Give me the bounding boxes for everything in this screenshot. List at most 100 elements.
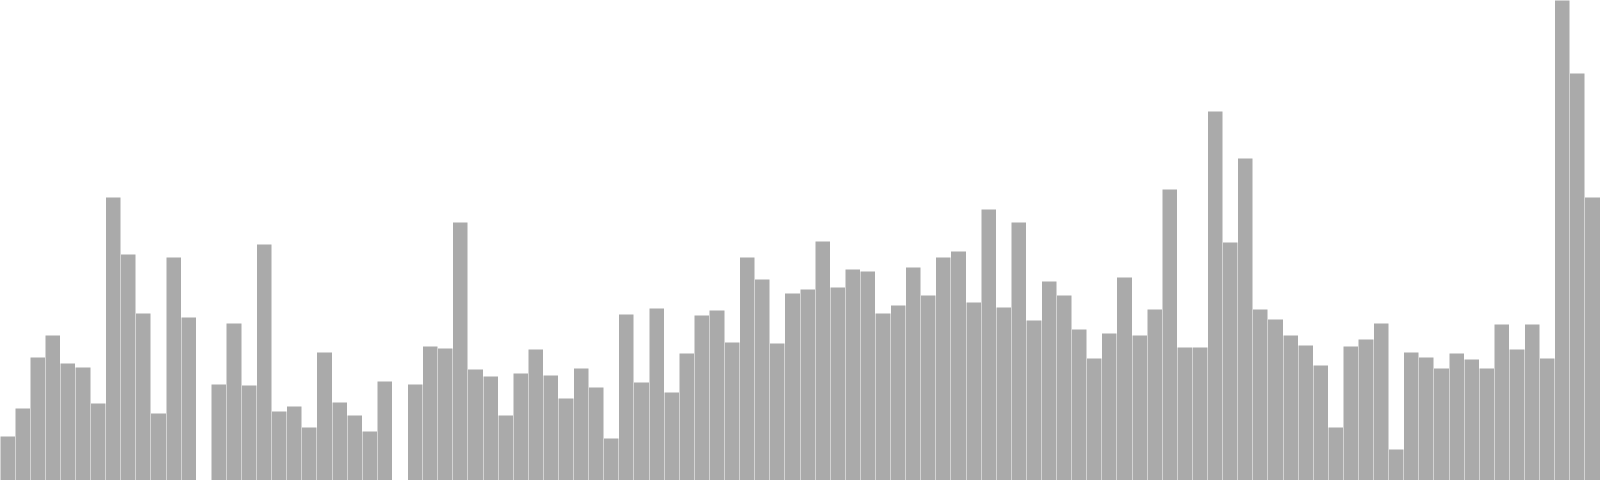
bar [1584,196,1600,480]
bar [1509,348,1525,480]
bar [1373,322,1389,480]
bar [14,407,31,480]
bar [29,356,46,480]
bar [1479,367,1495,480]
bar [331,401,348,480]
bar [497,414,514,480]
bar [648,307,665,480]
bar [814,240,831,480]
bar [633,381,650,480]
bar [1494,323,1510,480]
bar [1177,346,1193,480]
bar [724,341,740,480]
bar [965,301,982,480]
bar [1539,357,1555,480]
bar [799,288,816,480]
bar [1237,157,1254,480]
bar [1463,358,1480,480]
bar [558,397,574,480]
bar [1086,357,1103,480]
bar [150,412,167,480]
bar [739,256,755,480]
bar [286,405,303,480]
bar [1569,72,1586,480]
bar [1056,294,1072,480]
bar [105,196,122,480]
bar [1071,328,1088,480]
bar [875,312,891,480]
bar [845,268,861,480]
bar [482,375,499,480]
bar [1524,323,1540,480]
bar [467,368,484,480]
bar [950,250,967,480]
bar [1026,319,1042,480]
bar [211,383,227,480]
bar [995,306,1012,480]
bar [1207,110,1223,480]
bar [135,312,152,480]
bar [452,221,469,480]
bar [920,294,937,480]
bar [890,304,906,480]
bar [709,309,725,480]
bar [1403,351,1420,480]
bar [75,366,91,480]
bar [694,314,710,480]
bar [1448,352,1465,480]
bar [1041,280,1057,480]
bar [1358,338,1374,480]
bar [241,384,257,480]
bar [256,243,272,480]
bar [573,367,589,480]
bar [528,348,544,480]
bar [1101,332,1118,480]
bar [663,391,680,480]
bar [180,316,197,480]
bar [860,270,876,480]
bar [1252,308,1269,480]
bar [1312,364,1329,480]
bar [679,352,695,480]
bar [316,351,333,480]
bar [1328,426,1344,480]
bar [1222,241,1238,480]
bar [784,292,801,480]
bar [1011,221,1027,480]
bar [377,380,393,480]
bar [769,342,786,480]
bar [1554,0,1571,480]
bar [271,410,288,480]
bar [90,402,106,480]
bar [1418,356,1435,480]
bar [346,414,363,480]
bar [1162,188,1178,480]
bar [1343,345,1359,480]
bar [543,374,559,480]
bar [165,256,182,480]
bar [980,208,997,480]
bar [1433,367,1450,480]
bar [829,286,846,480]
bar [603,437,620,480]
bar [1131,334,1148,480]
bar [935,256,952,480]
bar [301,426,318,480]
bar [905,266,921,480]
bar [1146,308,1163,480]
bar [437,347,454,480]
bar [407,383,423,480]
bar [120,253,137,480]
bar [754,278,771,480]
bar [422,345,438,480]
bar [226,322,242,480]
bar [1267,318,1284,480]
bar [362,430,378,480]
bar [1388,448,1405,480]
bar [45,334,61,480]
bar [1297,344,1314,480]
bar [1282,334,1299,480]
bar [1192,346,1208,480]
